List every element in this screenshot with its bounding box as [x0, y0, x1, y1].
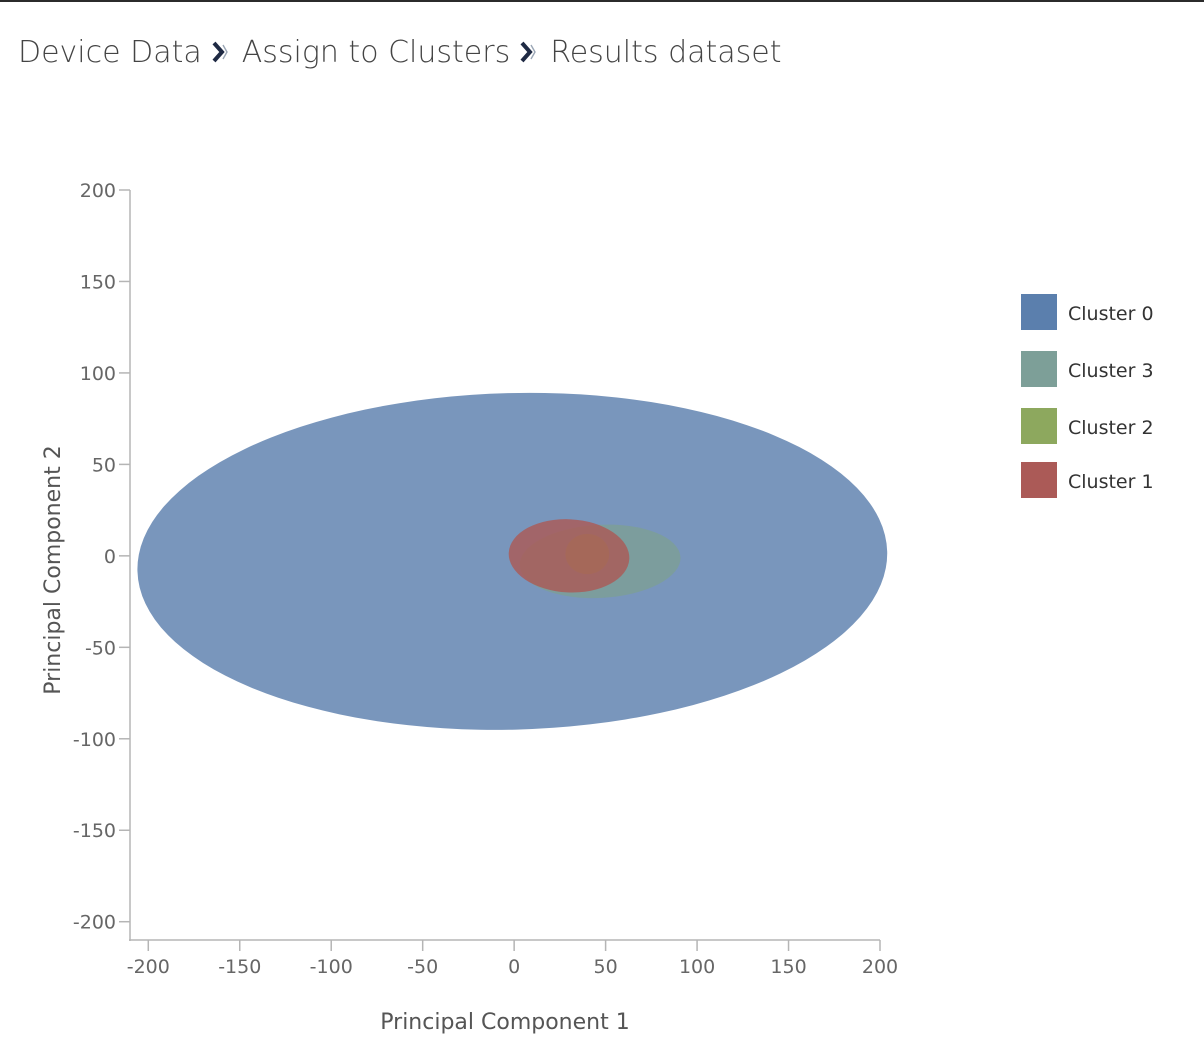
x-tick-label: 150 [770, 956, 806, 978]
y-tick-label: 0 [104, 546, 116, 568]
y-tick-label: 100 [80, 363, 116, 385]
top-border [0, 0, 1204, 2]
x-tick-label: 200 [862, 956, 898, 978]
legend-label-cluster-1: Cluster 1 [1068, 471, 1154, 493]
legend-label-cluster-2: Cluster 2 [1068, 417, 1154, 439]
x-tick-label: 50 [594, 956, 618, 978]
y-tick-label: -50 [85, 637, 116, 659]
x-tick-label: -200 [127, 956, 170, 978]
chevron-right-icon [520, 41, 537, 63]
legend-swatch-cluster-0 [1021, 294, 1057, 330]
legend-label-cluster-3: Cluster 3 [1068, 360, 1154, 382]
chart-legend: Cluster 0 Cluster 3 Cluster 2 Cluster 1 [1021, 294, 1154, 498]
legend-label-cluster-0: Cluster 0 [1068, 303, 1154, 325]
legend-swatch-cluster-1 [1021, 462, 1057, 498]
y-tick-label: 50 [92, 454, 116, 476]
chart-axes: 200 150 100 50 0 -50 -100 -150 -200 -200 -150 -100 -… [73, 180, 898, 978]
y-tick-label: 200 [80, 180, 116, 202]
cluster-ellipses [137, 392, 888, 730]
x-tick-label: -150 [218, 956, 261, 978]
x-tick-label: -100 [310, 956, 353, 978]
legend-swatch-cluster-2 [1021, 408, 1057, 444]
breadcrumb-item-device-data[interactable]: Device Data [18, 34, 202, 70]
y-tick-label: -100 [73, 729, 116, 751]
legend-swatch-cluster-3 [1021, 351, 1057, 387]
chevron-right-icon [212, 41, 228, 63]
y-tick-label: -150 [73, 820, 116, 842]
breadcrumb-item-results-dataset: Results dataset [550, 34, 782, 70]
x-tick-label: 0 [508, 956, 520, 978]
breadcrumb-item-assign-to-clusters[interactable]: Assign to Clusters [241, 34, 511, 70]
y-tick-label: -200 [73, 912, 116, 934]
y-axis-title: Principal Component 2 [41, 445, 66, 694]
ellipse-cluster-1 [508, 519, 630, 593]
y-tick-label: 150 [80, 271, 116, 293]
breadcrumb: Device Data Assign to Clusters Results d… [18, 30, 782, 74]
x-tick-label: 100 [679, 956, 715, 978]
x-tick-label: -50 [407, 956, 438, 978]
x-axis-title: Principal Component 1 [380, 1010, 629, 1035]
